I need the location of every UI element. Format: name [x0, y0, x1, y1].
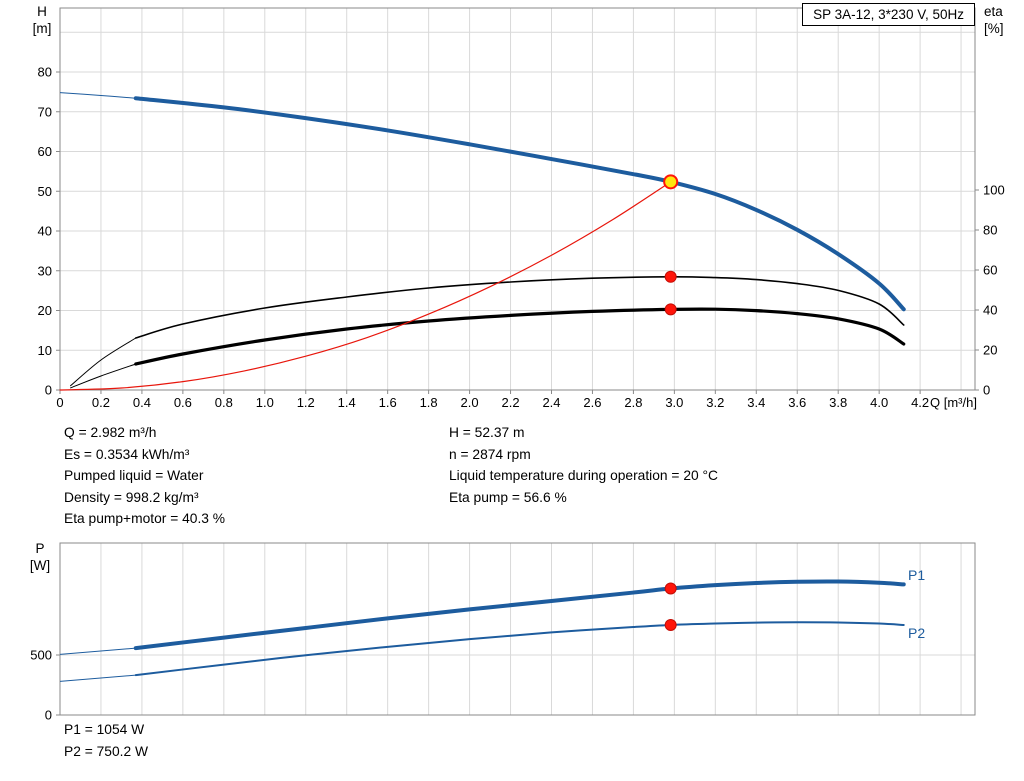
- hq-curve: [133, 96, 906, 312]
- h-axis-unit: [m]: [32, 21, 52, 36]
- power-chart: 0 500: [30, 542, 976, 723]
- eta-pump-curve: [134, 275, 905, 339]
- x-tick-label: 1.8: [420, 395, 438, 410]
- info-line: Liquid temperature during operation = 20…: [449, 468, 718, 483]
- y-tick-right-label: 20: [983, 343, 997, 358]
- y-tick-label: 20: [38, 303, 52, 318]
- y-tick-label: 10: [38, 343, 52, 358]
- info-line: Q = 2.982 m³/h: [64, 425, 157, 440]
- info-line: n = 2874 rpm: [449, 446, 531, 462]
- system-curve: [59, 181, 672, 391]
- eta-pump-point: [664, 270, 677, 283]
- p1-curve-lead: [59, 647, 136, 655]
- x-tick-label: 3.2: [706, 395, 724, 410]
- x-tick-label: 4.2: [911, 395, 929, 410]
- eta-axis-unit: [%]: [984, 21, 1004, 36]
- x-tick-label: 1.2: [297, 395, 315, 410]
- h-axis-symbol: H: [37, 4, 47, 19]
- p-axis-label: P [W]: [22, 540, 58, 574]
- eta-axis-label: eta [%]: [984, 3, 1024, 37]
- x-tick-label: 0.4: [133, 395, 151, 410]
- duty-point: [663, 174, 679, 190]
- x-tick-label: 0.2: [92, 395, 110, 410]
- p1-curve: [133, 579, 906, 651]
- x-tick-label: 1.6: [379, 395, 397, 410]
- x-tick-label: 2.0: [461, 395, 479, 410]
- x-tick-label: 2.2: [502, 395, 520, 410]
- plot-border: [59, 542, 976, 716]
- eta-pump-motor-curve-lead: [70, 363, 136, 389]
- y-tick-label: 50: [38, 184, 52, 199]
- pump-title-box: SP 3A-12, 3*230 V, 50Hz: [802, 3, 975, 26]
- y-tick-label: 80: [38, 65, 52, 80]
- y-tick-right-label: 0: [983, 383, 990, 398]
- x-tick-label: 0: [56, 395, 63, 410]
- eta-pump-motor-curve: [134, 307, 906, 366]
- x-tick-label: 1.0: [256, 395, 274, 410]
- eta-pump-curve-lead: [69, 337, 137, 387]
- y-tick-label: 30: [38, 263, 52, 278]
- y-tick-label: 60: [38, 144, 52, 159]
- x-tick-label: 3.6: [788, 395, 806, 410]
- x-tick-label: 2.4: [542, 395, 560, 410]
- y-tick-label: 0: [45, 708, 52, 723]
- p2-value: P2 = 750.2 W: [64, 743, 148, 759]
- y-tick-right-label: 40: [983, 303, 997, 318]
- x-tick-label: 1.4: [338, 395, 356, 410]
- y-tick-label: 70: [38, 104, 52, 119]
- p-axis-unit: [W]: [29, 558, 51, 573]
- duty-info-left: Q = 2.982 m³/h Es = 0.3534 kWh/m³ Pumped…: [64, 422, 225, 530]
- hq-curve-lead: [59, 92, 136, 99]
- duty-info-right: H = 52.37 m n = 2874 rpm Liquid temperat…: [449, 422, 718, 508]
- p1-point: [664, 582, 677, 595]
- power-info: P1 = 1054 W P2 = 750.2 W: [64, 719, 148, 762]
- plot-border: [59, 7, 976, 391]
- x-tick-label: 3.4: [747, 395, 765, 410]
- info-line: Eta pump+motor = 40.3 %: [64, 511, 226, 526]
- x-tick-label: 2.8: [624, 395, 642, 410]
- x-tick-label: 2.6: [583, 395, 601, 410]
- y-tick-right-label: 80: [983, 223, 997, 238]
- p2-point: [664, 618, 677, 631]
- x-tick-label: 0.6: [174, 395, 192, 410]
- h-axis-label: H [m]: [24, 3, 60, 37]
- info-line: H = 52.37 m: [449, 425, 525, 440]
- y-tick-right-label: 100: [983, 183, 1005, 198]
- p2-series-label: P2: [908, 625, 926, 641]
- info-line: Eta pump = 56.6 %: [449, 489, 567, 505]
- x-tick-label: 3.8: [829, 395, 847, 410]
- p-axis-symbol: P: [35, 541, 45, 556]
- info-line: Pumped liquid = Water: [64, 468, 204, 483]
- p2-curve: [134, 621, 905, 677]
- x-tick-label: 3.0: [665, 395, 683, 410]
- p2-curve-lead: [59, 674, 136, 682]
- y-tick-label: 0: [45, 383, 52, 398]
- eta-pump-motor-point: [664, 303, 677, 316]
- p1-series-label: P1: [908, 567, 926, 583]
- eta-axis-symbol: eta: [984, 4, 1003, 19]
- info-line: Density = 998.2 kg/m³: [64, 489, 199, 505]
- x-tick-label: 0.8: [215, 395, 233, 410]
- y-tick-label: 500: [30, 647, 52, 662]
- q-axis-label: Q [m³/h]: [930, 395, 977, 410]
- y-tick-right-label: 60: [983, 263, 997, 278]
- info-line: Es = 0.3534 kWh/m³: [64, 446, 190, 462]
- p1-value: P1 = 1054 W: [64, 722, 145, 737]
- x-tick-label: 4.0: [870, 395, 888, 410]
- y-tick-label: 40: [38, 224, 52, 239]
- hq-eta-chart: 0 0.2 0.4 0.6 0.8 1.0 1.2 1.4 1.6 1.8 2.0 2.2 2.4 2.6…: [38, 7, 1005, 410]
